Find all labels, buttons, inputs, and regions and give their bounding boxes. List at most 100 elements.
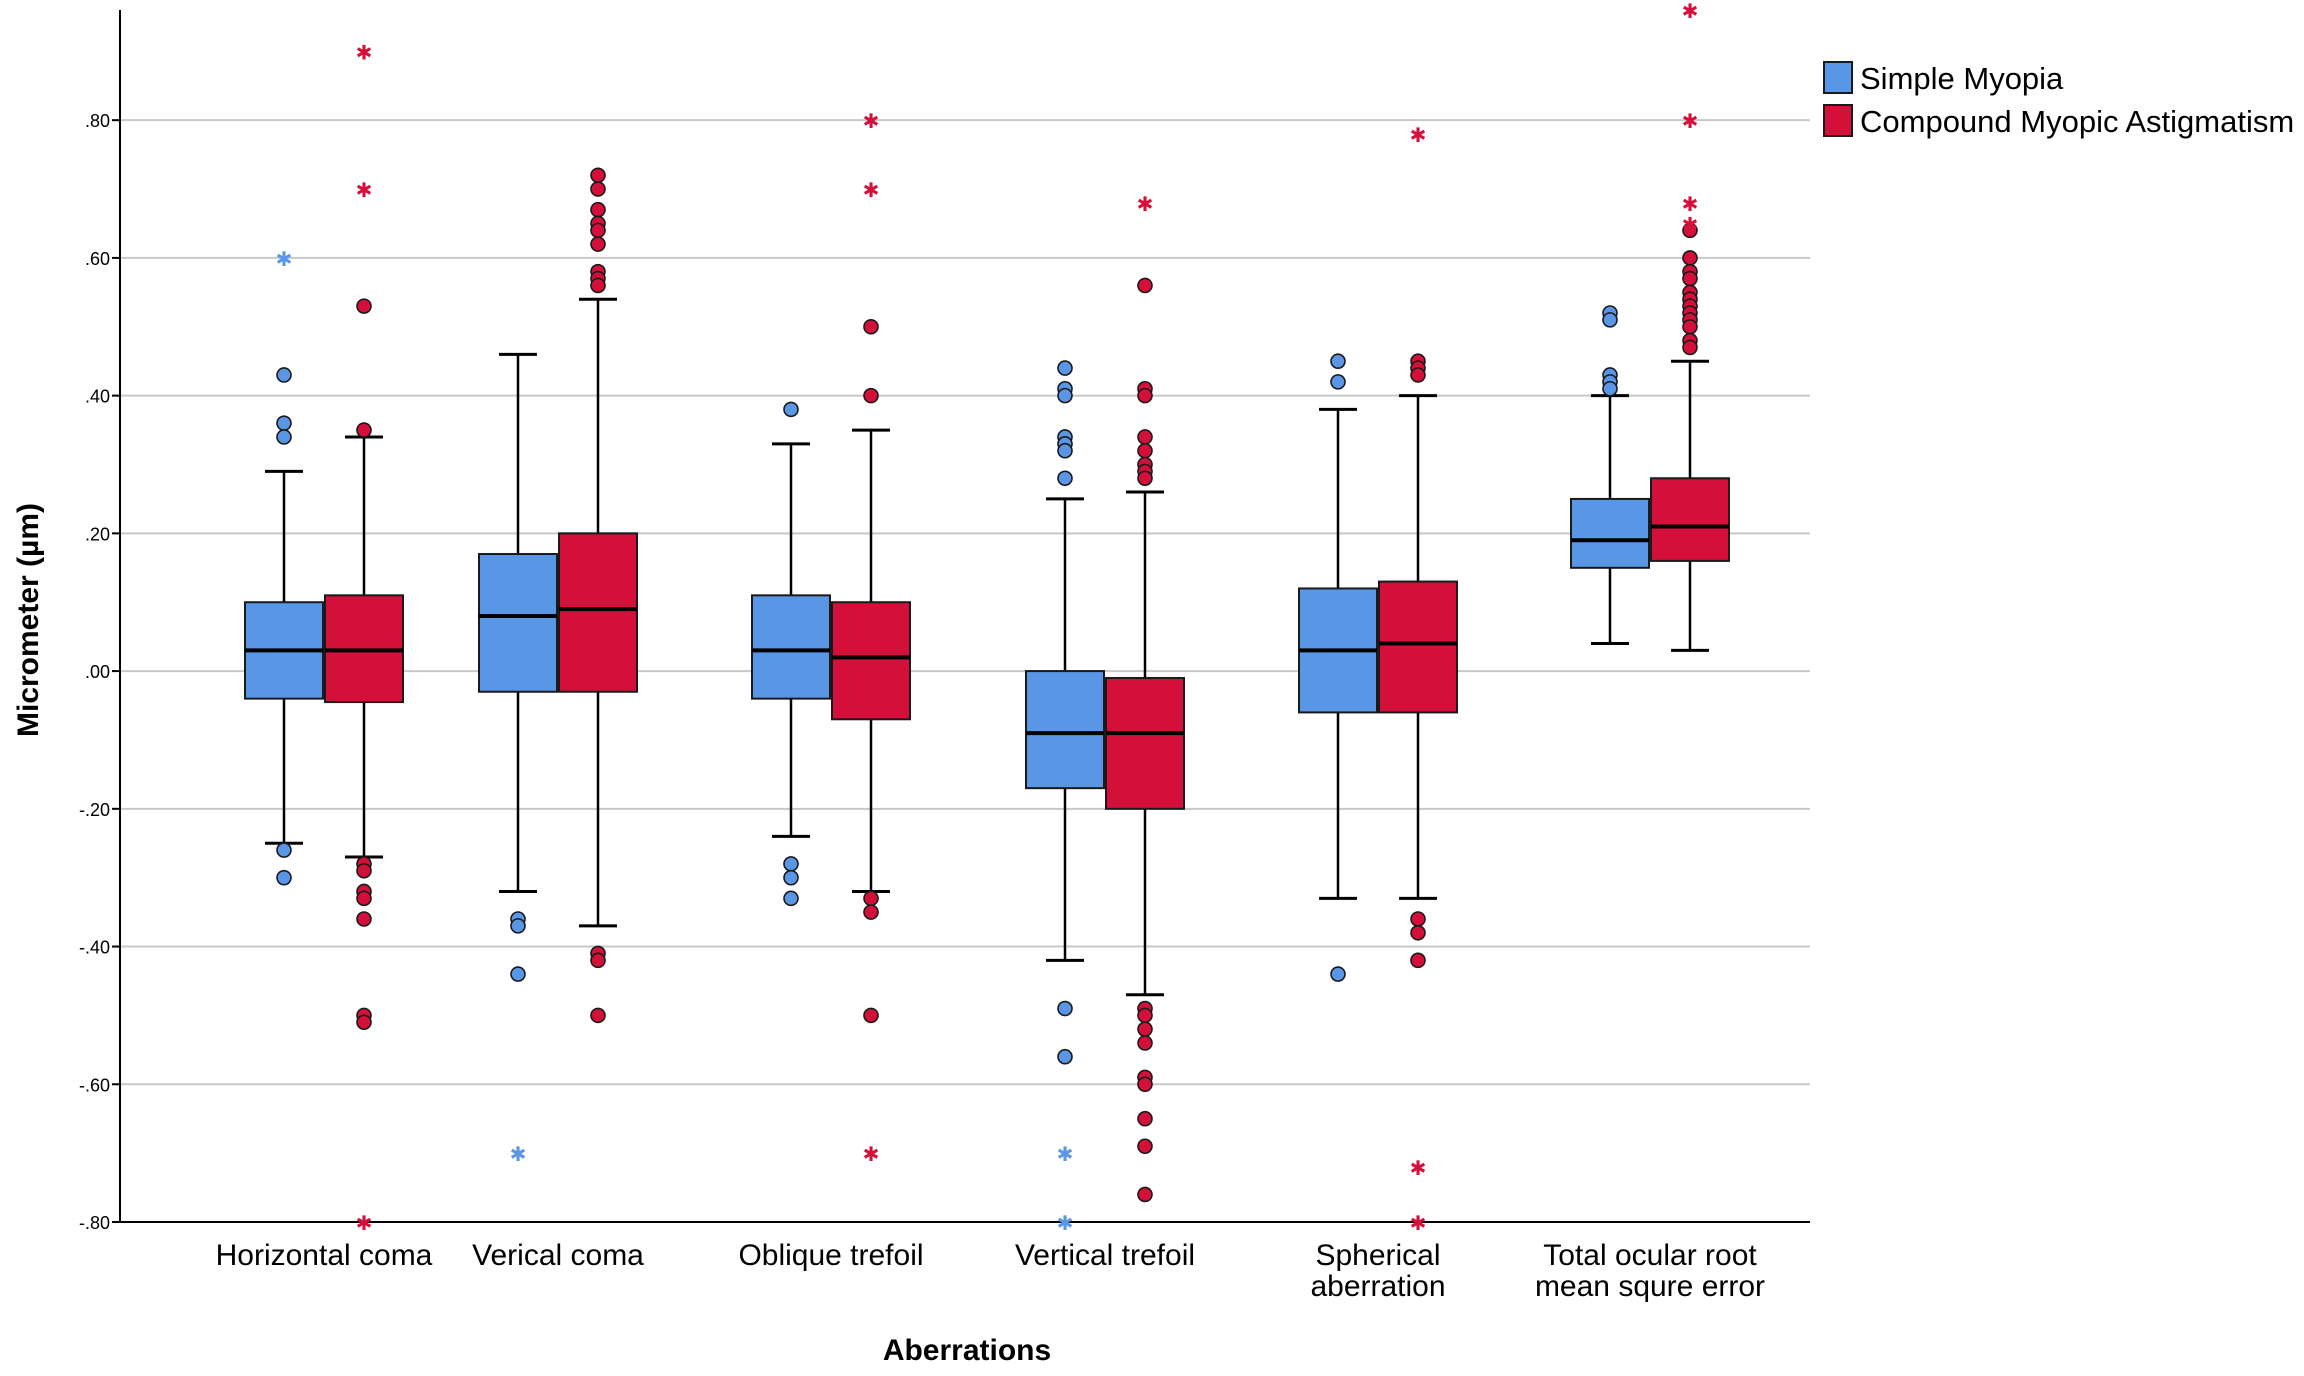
box-group: ✱ ✱ ✱ bbox=[1378, 123, 1458, 1235]
outlier-point bbox=[1330, 353, 1346, 370]
box-group: ✱ bbox=[478, 352, 558, 1166]
extreme-point: ✱ bbox=[863, 178, 880, 202]
outlier-point bbox=[1137, 470, 1153, 487]
outlier-point bbox=[1057, 1048, 1073, 1065]
outlier-point bbox=[863, 1007, 879, 1024]
y-tick-label: .60 bbox=[85, 249, 110, 269]
extreme-point: ✱ bbox=[1410, 1156, 1427, 1180]
outlier-point bbox=[1137, 1021, 1153, 1037]
outlier-point bbox=[590, 277, 606, 294]
outlier-point bbox=[1410, 911, 1426, 927]
y-tick-label: .80 bbox=[85, 111, 110, 131]
legend-label: Simple Myopia bbox=[1860, 61, 2064, 96]
outlier-point bbox=[1057, 470, 1073, 487]
outlier-point bbox=[1057, 360, 1073, 376]
extreme-point: ✱ bbox=[863, 1142, 880, 1166]
outlier-point bbox=[1137, 1186, 1153, 1203]
x-category-label: Total ocular root bbox=[1543, 1239, 1757, 1272]
outlier-point bbox=[1330, 374, 1346, 390]
extreme-point: ✱ bbox=[1682, 192, 1699, 216]
outlier-point bbox=[276, 415, 292, 431]
outlier-point bbox=[1137, 387, 1153, 404]
x-category-label: Horizontal coma bbox=[216, 1239, 433, 1272]
box-group: ✱ bbox=[1105, 192, 1185, 1203]
extreme-point: ✱ bbox=[1057, 1211, 1074, 1235]
box-group: ✱✱ bbox=[1025, 360, 1105, 1235]
box-group: ✱✱✱✱ bbox=[1650, 0, 1730, 652]
outlier-point bbox=[1602, 380, 1618, 397]
outlier-point bbox=[590, 181, 606, 197]
box-group: ✱ ✱ ✱ bbox=[831, 109, 911, 1166]
outlier-point bbox=[1682, 318, 1698, 335]
outlier-point bbox=[1602, 312, 1618, 328]
box-group bbox=[558, 167, 638, 1024]
y-tick-label: .40 bbox=[85, 387, 110, 407]
outlier-point bbox=[1137, 277, 1153, 294]
box bbox=[751, 594, 831, 700]
extreme-point: ✱ bbox=[356, 40, 373, 64]
outlier-point bbox=[1682, 270, 1698, 287]
extreme-point: ✱ bbox=[1410, 123, 1427, 147]
x-category-label: Verical coma bbox=[472, 1239, 644, 1272]
outlier-point bbox=[1682, 222, 1698, 239]
extreme-point: ✱ bbox=[1057, 1142, 1074, 1166]
outlier-point bbox=[1137, 1035, 1153, 1051]
outlier-point bbox=[1057, 387, 1073, 404]
legend-swatch bbox=[1823, 104, 1853, 137]
outlier-point bbox=[783, 869, 799, 886]
y-tick-label: -.80 bbox=[79, 1213, 110, 1233]
outlier-point bbox=[1137, 429, 1153, 445]
outlier-point bbox=[276, 429, 292, 445]
extreme-point: ✱ bbox=[1137, 192, 1154, 216]
outlier-point bbox=[1057, 442, 1073, 459]
outlier-point bbox=[1137, 442, 1153, 459]
boxes: ✱✱✱✱✱✱✱✱ ✱✱✱✱✱✱✱✱✱✱ bbox=[244, 0, 1730, 1235]
outlier-point bbox=[356, 890, 372, 907]
box-group bbox=[751, 401, 831, 907]
outlier-point bbox=[863, 904, 879, 920]
legend-swatch bbox=[1823, 61, 1853, 94]
outlier-point bbox=[590, 1007, 606, 1024]
outlier-point bbox=[1137, 1007, 1153, 1024]
outlier-point bbox=[590, 167, 606, 184]
box bbox=[831, 601, 911, 721]
extreme-point: ✱ bbox=[276, 247, 293, 271]
extreme-point: ✱ bbox=[356, 1211, 373, 1235]
box bbox=[1378, 580, 1458, 714]
box-group: ✱ bbox=[244, 247, 324, 886]
outlier-point bbox=[590, 952, 606, 969]
axes: .80 .60 .40 .20 .00 -.20 -.40 -.60 -.80 bbox=[79, 10, 1810, 1233]
extreme-point: ✱ bbox=[1410, 1211, 1427, 1235]
outlier-point bbox=[1330, 966, 1346, 982]
box-group bbox=[1298, 353, 1378, 982]
x-category-label: mean squre error bbox=[1535, 1270, 1765, 1303]
y-tick-label: -.60 bbox=[79, 1075, 110, 1095]
extreme-point: ✱ bbox=[863, 109, 880, 133]
outlier-point bbox=[1410, 952, 1426, 969]
outlier-point bbox=[510, 918, 526, 934]
box bbox=[1025, 670, 1105, 790]
outlier-point bbox=[1410, 367, 1426, 383]
outlier-point bbox=[1682, 250, 1698, 266]
legend-label: Compound Myopic Astigmatism bbox=[1860, 104, 2294, 139]
y-axis-title: Micrometer (µm) bbox=[12, 503, 45, 737]
extreme-point: ✱ bbox=[356, 178, 373, 202]
legend: Simple Myopia Compound Myopic Astigmatism bbox=[1823, 61, 2294, 139]
extreme-point: ✱ bbox=[510, 1142, 527, 1166]
x-category-label: Oblique trefoil bbox=[738, 1239, 923, 1272]
extreme-point: ✱ bbox=[1682, 212, 1699, 236]
category-labels: Horizontal coma Verical coma Oblique trefo… bbox=[216, 1239, 1765, 1303]
outlier-point bbox=[590, 236, 606, 252]
y-tick-label: -.20 bbox=[79, 800, 110, 820]
outlier-point bbox=[356, 422, 372, 438]
outlier-point bbox=[276, 869, 292, 886]
box bbox=[1105, 676, 1185, 810]
outlier-point bbox=[356, 911, 372, 927]
outlier-point bbox=[1137, 1110, 1153, 1127]
outlier-point bbox=[863, 890, 879, 907]
extreme-point: ✱ bbox=[1682, 0, 1699, 23]
box bbox=[1570, 497, 1650, 569]
box bbox=[1650, 477, 1730, 562]
y-tick-label: .20 bbox=[85, 524, 110, 544]
